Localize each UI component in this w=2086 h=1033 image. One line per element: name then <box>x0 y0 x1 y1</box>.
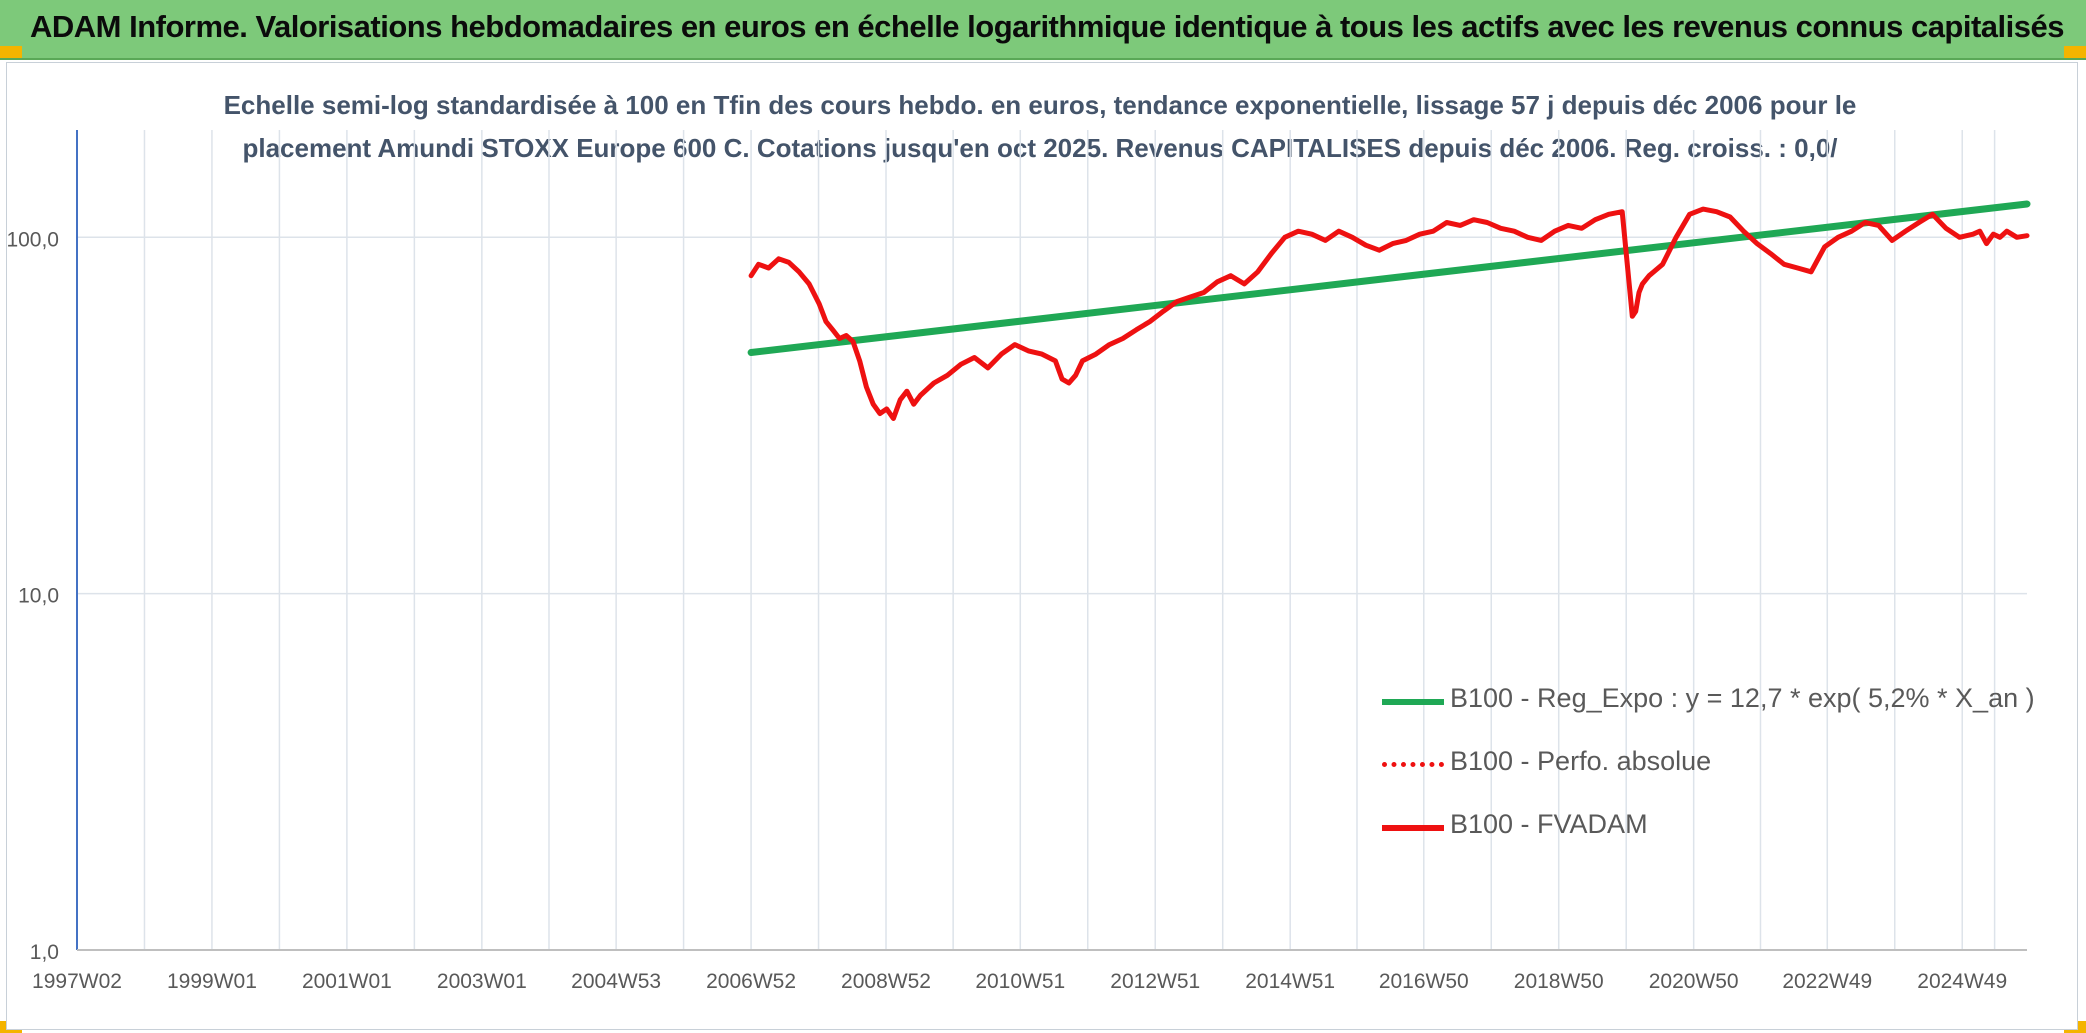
x-tick-label: 2003W01 <box>437 970 527 993</box>
x-tick-label: 2018W50 <box>1514 970 1604 993</box>
x-tick-label: 2006W52 <box>706 970 796 993</box>
x-tick-label: 1999W01 <box>167 970 257 993</box>
legend-swatch-perfo <box>1382 762 1444 767</box>
legend-label-perfo: B100 - Perfo. absolue <box>1450 746 1712 776</box>
legend-label-trend: B100 - Reg_Expo : y = 12,7 * exp( 5,2% *… <box>1450 683 2035 713</box>
x-tick-label: 2012W51 <box>1110 970 1200 993</box>
legend-swatch-fvadam <box>1382 825 1444 831</box>
chart-frame <box>6 62 2078 1030</box>
y-tick-label: 1,0 <box>30 941 59 964</box>
report-title: ADAM Informe. Valorisations hebdomadaire… <box>30 9 2065 44</box>
chart-subtitle-line-1: Echelle semi-log standardisée à 100 en T… <box>223 90 1857 120</box>
corner-mark-right <box>2064 46 2086 58</box>
fvadam-line-series <box>748 206 2030 421</box>
x-tick-label: 2016W50 <box>1379 970 1469 993</box>
x-tick-label: 2020W50 <box>1649 970 1739 993</box>
series-layer <box>747 200 2031 421</box>
y-tick-label: 100,0 <box>6 228 59 251</box>
axis-layer: 1,0 10,0 100,0 1997W02 1999W01 2001W01 2003W01… <box>6 130 2027 993</box>
chart-subtitle-line-2: placement Amundi STOXX Europe 600 C. Cot… <box>242 133 1838 163</box>
legend-swatch-trend <box>1382 699 1444 705</box>
x-tick-label: 2024W49 <box>1917 970 2007 993</box>
x-tick-label: 2010W51 <box>975 970 1065 993</box>
legend-item-trend: B100 - Reg_Expo : y = 12,7 * exp( 5,2% *… <box>1382 680 2035 720</box>
x-tick-label: 2001W01 <box>302 970 392 993</box>
trend-line-series <box>747 200 2031 356</box>
x-tick-label: 2008W52 <box>841 970 931 993</box>
legend-item-fvadam: B100 - FVADAM <box>1382 806 2002 846</box>
legend-label-fvadam: B100 - FVADAM <box>1450 809 1648 839</box>
report-banner: ADAM Informe. Valorisations hebdomadaire… <box>0 0 2086 60</box>
y-tick-label: 10,0 <box>18 585 59 608</box>
x-tick-label: 2014W51 <box>1245 970 1335 993</box>
legend-item-perfo: B100 - Perfo. absolue <box>1382 743 2002 783</box>
x-tick-label: 2004W53 <box>571 970 661 993</box>
grid-layer <box>76 130 2027 951</box>
x-tick-label: 1997W02 <box>32 970 122 993</box>
x-tick-label: 2022W49 <box>1782 970 1872 993</box>
corner-mark-left <box>0 46 22 58</box>
